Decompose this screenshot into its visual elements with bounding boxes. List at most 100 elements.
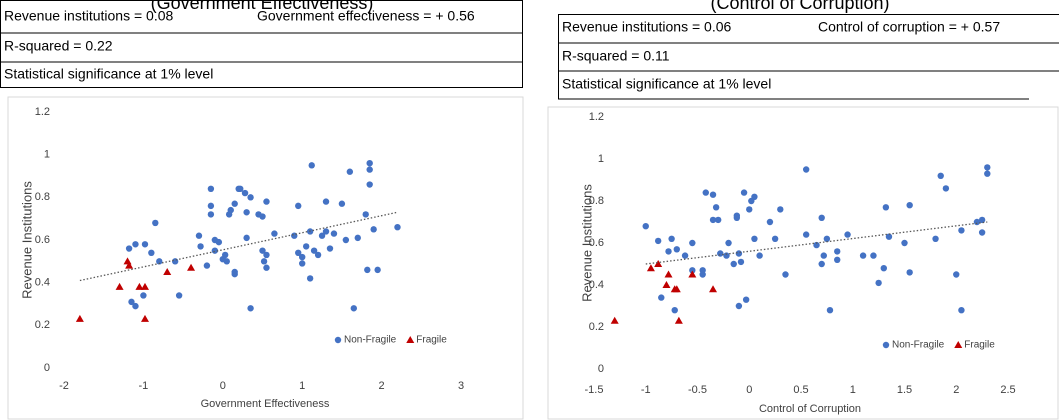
legend-label: Non-Fragile [344,335,397,346]
x-tick-label: -1 [641,384,651,396]
point [203,262,211,269]
y-tick-label: 0.6 [35,234,50,246]
point [163,268,172,275]
point [197,243,204,250]
point [717,250,724,257]
point [665,248,672,255]
point [742,296,750,303]
point [338,200,346,207]
stats-text: Statistical significance at 1% level [562,76,771,92]
point [689,239,696,247]
point [826,307,834,314]
point [610,316,619,324]
point [715,216,722,224]
point [699,271,706,278]
point [737,258,745,266]
point [906,269,913,276]
y-tick-label: 1 [598,153,604,165]
point [709,285,718,293]
stats-text: Control of corruption = + 0.57 [818,19,1000,35]
point [958,227,965,234]
y-tick-label: 0 [44,362,50,374]
point [330,230,338,237]
point [733,212,741,219]
point [141,241,149,248]
point [723,252,730,259]
point [207,202,215,210]
x-tick-label: 0 [220,380,226,392]
chart-title: (Government Effectiveness) [151,0,374,13]
legend-marker [882,341,890,349]
trendline [645,221,988,265]
point [984,164,991,171]
point [125,245,133,252]
point [295,202,302,210]
x-tick-label: 0.5 [793,384,808,396]
stats-box [0,0,523,88]
x-axis-label: Control of Corruption [759,403,861,415]
point [247,194,254,201]
point [326,245,334,252]
point [231,200,238,207]
point [906,202,913,209]
point [241,189,249,197]
point [782,271,789,278]
stats-text: Revenue institutions = 0.08 [4,8,173,24]
chart-frame [547,106,1059,420]
x-tick-label: 1 [299,380,305,392]
point [681,252,689,259]
point [646,264,655,272]
point [354,234,361,242]
point [802,166,810,173]
point [709,191,717,198]
point [125,261,134,269]
point [818,214,825,221]
point [674,316,683,324]
legend-label: Fragile [964,340,995,351]
point [978,216,986,224]
point [237,185,244,192]
point [247,305,254,312]
x-tick-label: -1.5 [585,384,604,396]
point [740,189,748,196]
point [366,160,373,167]
point [128,298,135,306]
point [818,260,825,268]
point [642,223,649,230]
y-tick-label: 0 [598,363,604,375]
point [263,198,270,205]
point [859,252,867,259]
stats-text: Statistical significance at 1% level [4,66,213,82]
point [322,198,330,205]
point [364,266,371,274]
point [394,224,401,231]
point [231,270,238,278]
point [302,243,310,250]
stats-box [558,14,1059,100]
point [662,281,671,288]
point [885,233,893,240]
stats-text: R-squared = 0.22 [4,38,113,54]
point [673,246,680,253]
point [308,162,315,169]
x-tick-label: -2 [59,380,69,392]
point [148,249,155,256]
point [712,204,720,211]
stats-text: Revenue institutions = 0.06 [562,19,731,35]
point [318,232,326,239]
point [259,247,266,254]
point [299,253,306,261]
legend-marker [406,336,415,343]
point [688,270,697,278]
point [820,252,827,259]
point [195,232,203,239]
stats-text: Government effectiveness = + 0.56 [257,8,475,24]
y-tick-label: 0.2 [35,319,50,331]
y-axis-label: Revenue Institutions [19,181,34,299]
point [735,302,743,310]
chart-frame [7,96,524,420]
point [263,251,270,259]
x-tick-label: -0.5 [688,384,707,396]
point [215,238,223,246]
